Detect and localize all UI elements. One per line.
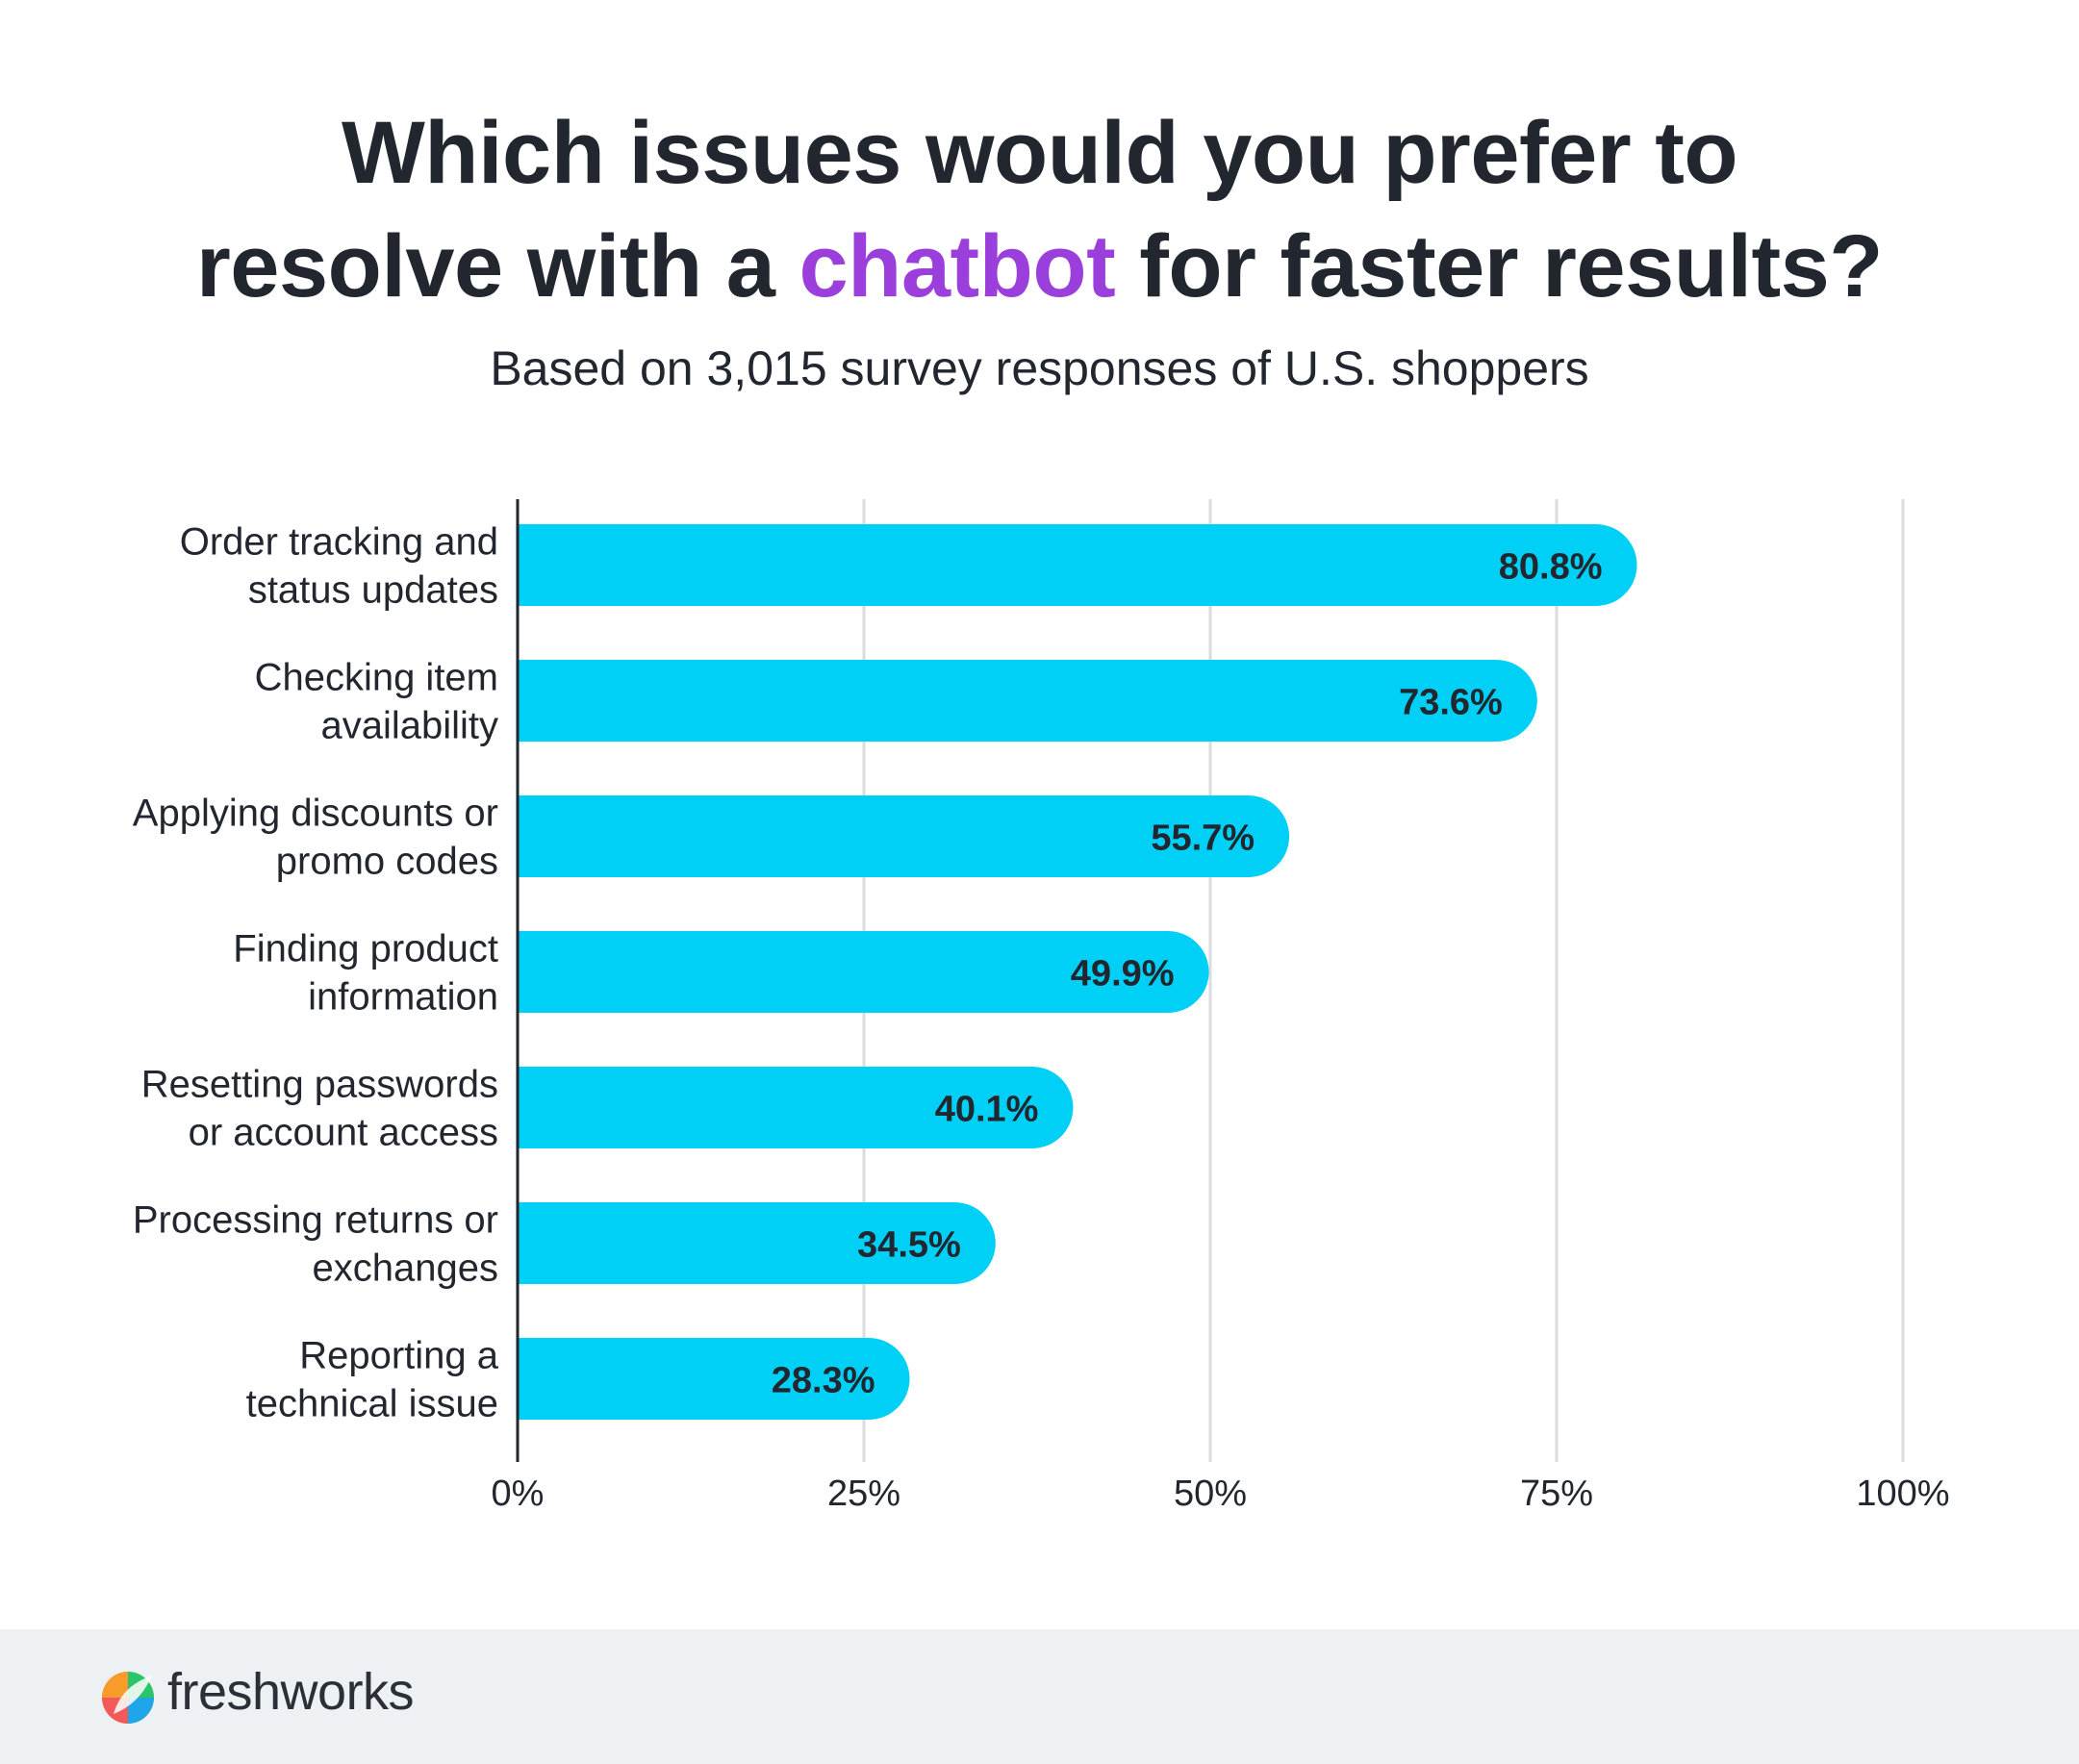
title-accent-word: chatbot	[799, 217, 1116, 315]
bar	[518, 1067, 1074, 1148]
x-tick-label: 25%	[827, 1474, 900, 1514]
chart-title: Which issues would you prefer to resolve…	[0, 96, 2079, 323]
x-tick-label: 50%	[1174, 1474, 1247, 1514]
x-tick-label: 75%	[1520, 1474, 1593, 1514]
category-label: Finding product	[233, 928, 498, 970]
category-label: Reporting a	[299, 1335, 499, 1377]
bar	[518, 1338, 910, 1420]
bar-chart: 80.8% Order tracking and status updates 73.…	[133, 499, 1950, 1514]
bar	[518, 931, 1209, 1013]
bar	[518, 1202, 996, 1284]
bar-value-label: 80.8%	[1499, 547, 1603, 588]
bar	[518, 660, 1537, 742]
category-label: Resetting passwords	[141, 1064, 498, 1106]
title-line-2-pre: resolve with a	[195, 217, 799, 315]
bar-value-label: 28.3%	[772, 1361, 875, 1401]
bar-value-label: 40.1%	[935, 1090, 1039, 1130]
x-tick-label: 100%	[1856, 1474, 1949, 1514]
category-label: information	[308, 976, 498, 1019]
bar	[518, 795, 1290, 877]
bar-value-label: 49.9%	[1071, 954, 1175, 995]
category-label: availability	[320, 705, 498, 747]
category-label: Checking item	[255, 657, 498, 699]
bar	[518, 524, 1637, 606]
category-label: technical issue	[246, 1383, 498, 1425]
bar-value-label: 34.5%	[857, 1225, 961, 1266]
bar-value-label: 73.6%	[1399, 683, 1503, 723]
category-label: exchanges	[313, 1247, 498, 1290]
footer: freshworks	[0, 1629, 2079, 1764]
title-line-1: Which issues would you prefer to	[341, 104, 1738, 202]
category-label: or account access	[189, 1112, 498, 1154]
brand-name: freshworks	[167, 1663, 415, 1721]
x-tick-label: 0%	[492, 1474, 545, 1514]
bar-value-label: 55.7%	[1151, 819, 1255, 859]
category-label: Processing returns or	[133, 1199, 498, 1242]
category-label: Order tracking and	[180, 521, 498, 564]
title-line-2: resolve with a chatbot for faster result…	[0, 210, 2079, 323]
category-label: Applying discounts or	[133, 793, 498, 835]
category-label: status updates	[248, 569, 498, 612]
chart-subtitle: Based on 3,015 survey responses of U.S. …	[490, 341, 1589, 395]
title-line-2-post: for faster results?	[1115, 217, 1884, 315]
category-label: promo codes	[276, 841, 498, 883]
freshworks-logo-icon	[102, 1672, 154, 1724]
